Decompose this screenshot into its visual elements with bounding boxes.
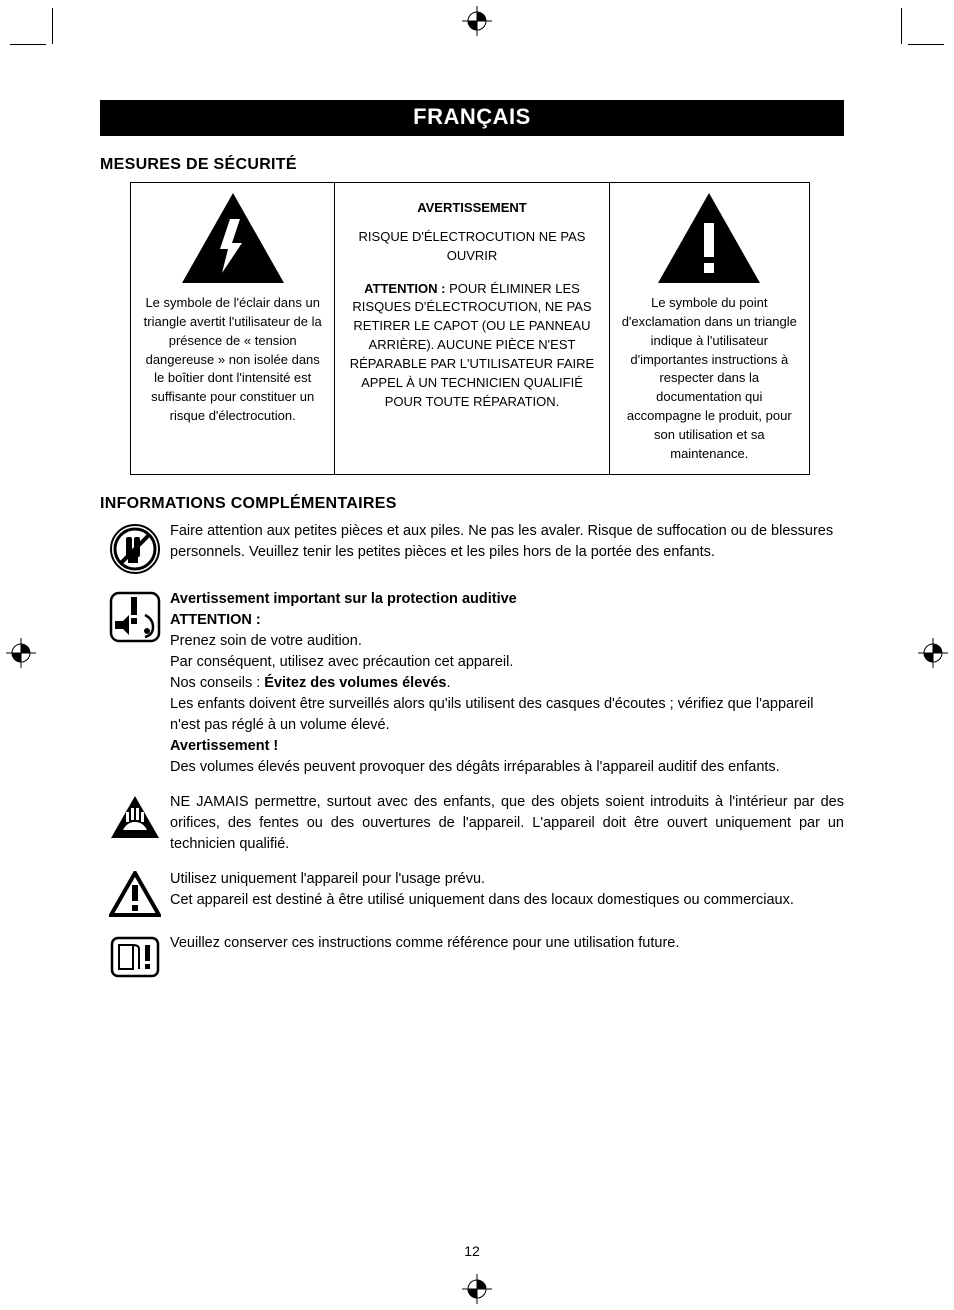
- crop-mark: [901, 8, 902, 44]
- hearing-line-3a: Nos conseils :: [170, 675, 264, 691]
- hearing-line-1: Prenez soin de votre audition.: [170, 631, 844, 652]
- hearing-line-2: Par conséquent, utilisez avec précaution…: [170, 652, 844, 673]
- info-text-no-objects: NE JAMAIS permettre, surtout avec des en…: [170, 792, 844, 855]
- hearing-line-3b: Évitez des volumes élevés: [264, 675, 446, 691]
- crop-mark: [52, 8, 53, 44]
- hearing-line-3: Nos conseils : Évitez des volumes élevés…: [170, 673, 844, 694]
- info-row-intended-use: Utilisez uniquement l'appareil pour l'us…: [100, 869, 844, 919]
- info-row-small-parts: Faire attention aux petites pièces et au…: [100, 521, 844, 575]
- warning-box: Le symbole de l'éclair dans un triangle …: [130, 182, 810, 475]
- hearing-line-3c: .: [446, 675, 450, 691]
- attention-text: POUR ÉLIMINER LES RISQUES D'ÉLECTROCUTIO…: [350, 281, 595, 409]
- warning-cell-shock: Le symbole de l'éclair dans un triangle …: [131, 183, 335, 474]
- section-title-info: INFORMATIONS COMPLÉMENTAIRES: [100, 495, 844, 513]
- warning-shock-text: Le symbole de l'éclair dans un triangle …: [141, 294, 324, 426]
- info-row-hearing: Avertissement important sur la protectio…: [100, 589, 844, 778]
- info-row-keep-manual: Veuillez conserver ces instructions comm…: [100, 933, 844, 979]
- no-insert-objects-icon: [100, 792, 170, 842]
- attention-label: ATTENTION :: [364, 281, 445, 296]
- page-number: 12: [464, 1243, 480, 1259]
- no-swallow-icon: [100, 521, 170, 575]
- info-text-intended-use: Utilisez uniquement l'appareil pour l'us…: [170, 869, 844, 911]
- language-header: FRANÇAIS: [100, 100, 844, 136]
- registration-mark-icon: [462, 1274, 492, 1304]
- caution-triangle-icon: [100, 869, 170, 919]
- warning-cell-exclaim: Le symbole du point d'exclamation dans u…: [610, 183, 809, 474]
- info-text-keep-manual: Veuillez conserver ces instructions comm…: [170, 933, 844, 954]
- crop-mark: [10, 44, 46, 45]
- section-title-safety: MESURES DE SÉCURITÉ: [100, 156, 844, 174]
- registration-mark-icon: [462, 6, 492, 36]
- exclamation-triangle-icon: [654, 191, 764, 286]
- info-text-small-parts: Faire attention aux petites pièces et au…: [170, 521, 844, 563]
- warning-exclaim-text: Le symbole du point d'exclamation dans u…: [620, 294, 799, 464]
- registration-mark-icon: [918, 638, 948, 668]
- warning-cell-center: AVERTISSEMENT RISQUE D'ÉLECTROCUTION NE …: [335, 183, 609, 474]
- intended-use-line-2: Cet appareil est destiné à être utilisé …: [170, 890, 844, 911]
- hearing-line-4: Les enfants doivent être surveillés alor…: [170, 694, 844, 736]
- info-row-no-objects: NE JAMAIS permettre, surtout avec des en…: [100, 792, 844, 855]
- hearing-heading-3: Avertissement !: [170, 736, 844, 757]
- lightning-triangle-icon: [178, 191, 288, 286]
- info-list: Faire attention aux petites pièces et au…: [100, 521, 844, 979]
- warning-subheading: RISQUE D'ÉLECTROCUTION NE PAS OUVRIR: [345, 228, 598, 266]
- registration-mark-icon: [6, 638, 36, 668]
- warning-attention-block: ATTENTION : POUR ÉLIMINER LES RISQUES D'…: [345, 280, 598, 412]
- intended-use-line-1: Utilisez uniquement l'appareil pour l'us…: [170, 869, 844, 890]
- page-content: FRANÇAIS MESURES DE SÉCURITÉ Le symbole …: [100, 100, 844, 993]
- warning-heading: AVERTISSEMENT: [345, 199, 598, 218]
- info-text-hearing: Avertissement important sur la protectio…: [170, 589, 844, 778]
- hearing-heading-1: Avertissement important sur la protectio…: [170, 589, 844, 610]
- hearing-warning-icon: [100, 589, 170, 643]
- hearing-heading-2: ATTENTION :: [170, 610, 844, 631]
- crop-mark: [908, 44, 944, 45]
- hearing-line-5: Des volumes élevés peuvent provoquer des…: [170, 757, 844, 778]
- keep-manual-icon: [100, 933, 170, 979]
